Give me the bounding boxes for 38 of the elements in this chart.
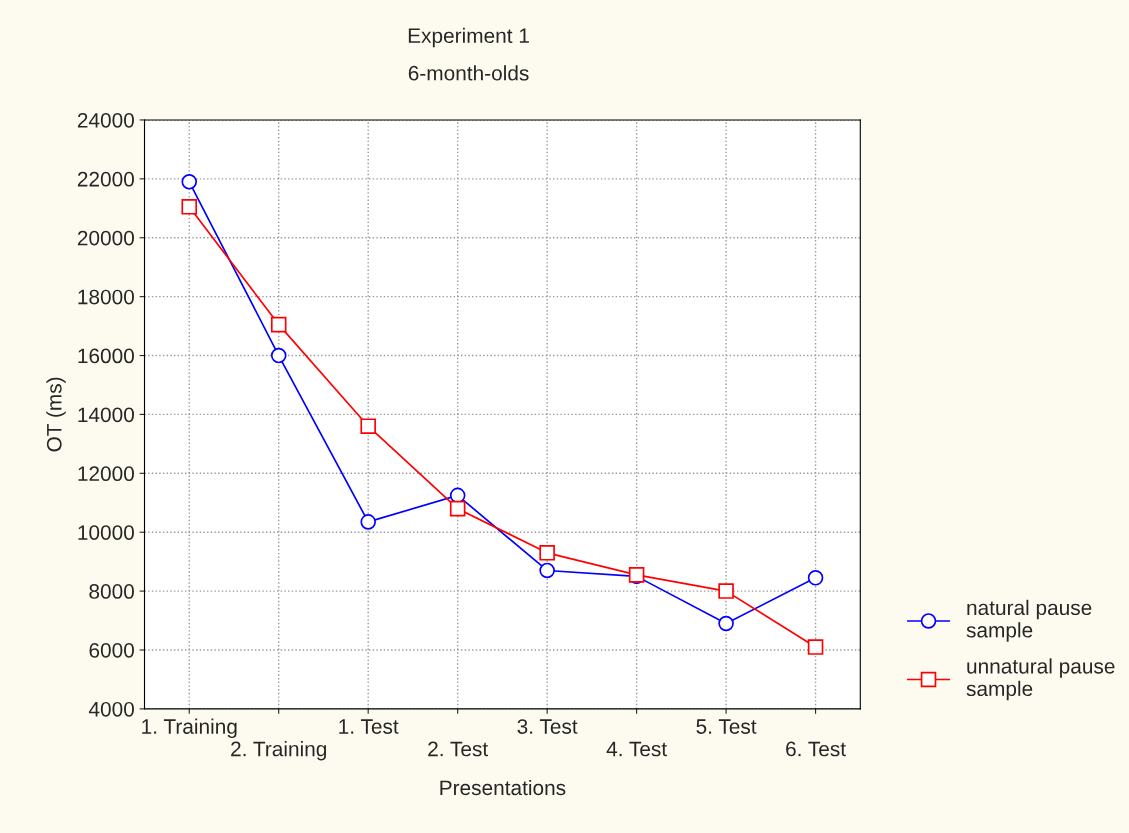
point	[181, 174, 198, 190]
y-tick-label: 20000	[77, 230, 134, 246]
y-tick-label: 14000	[78, 407, 134, 423]
y-tick-label: 4000	[88, 701, 134, 717]
point	[718, 615, 734, 632]
y-tick-label: 6000	[89, 642, 134, 658]
x-tick-label: 2. Training	[231, 741, 327, 761]
legend-label: natural pause sample	[966, 599, 1092, 642]
point	[718, 583, 734, 599]
y-tick-label: 22000	[77, 171, 134, 187]
point	[360, 418, 376, 434]
x-tick-label: 6. Test	[786, 741, 846, 757]
point	[270, 347, 287, 364]
y-axis-title: OT (ms)	[46, 377, 66, 452]
x-tick-label: 2. Test	[428, 741, 489, 757]
chart-title: Experiment 1	[408, 27, 529, 48]
x-tick-label: 4. Test	[606, 741, 667, 757]
y-tick-label: 12000	[78, 466, 134, 482]
y-tick-label: 18000	[78, 289, 134, 305]
x-tick-label: 1. Test	[339, 719, 399, 734]
y-tick-label: 24000	[77, 112, 134, 128]
x-tick-label: 5. Test	[696, 719, 757, 734]
point	[807, 639, 824, 655]
y-tick-label: 8000	[89, 584, 134, 599]
point	[181, 199, 198, 215]
point	[270, 316, 287, 333]
point	[539, 562, 555, 579]
y-tick-label: 10000	[78, 525, 134, 540]
y-tick-label: 16000	[78, 348, 134, 364]
x-tick-label: 1. Training	[142, 718, 237, 739]
chart-subtitle: 6-month-olds	[408, 65, 529, 81]
point	[807, 570, 824, 586]
point	[539, 545, 555, 561]
x-tick-label: 3. Test	[517, 719, 578, 734]
x-axis-title: Presentations	[440, 779, 566, 796]
point	[360, 514, 376, 530]
point	[449, 500, 466, 517]
legend-label: unnatural pause sample	[966, 658, 1115, 701]
